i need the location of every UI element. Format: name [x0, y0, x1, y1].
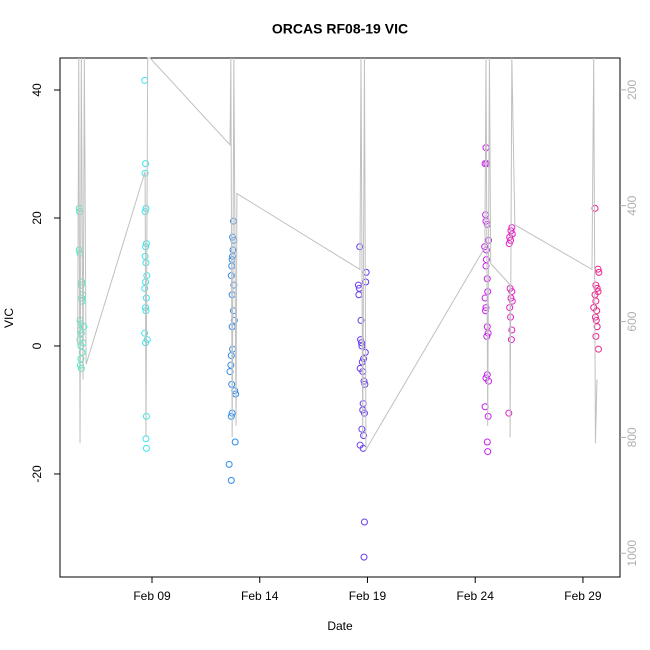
point	[592, 332, 600, 340]
point	[482, 304, 490, 312]
point	[225, 460, 233, 468]
plot-frame	[59, 57, 621, 578]
y2-tick-label: 800	[625, 427, 639, 447]
point	[594, 345, 602, 353]
point	[355, 291, 363, 299]
point	[142, 444, 150, 452]
x-axis-label: Date	[327, 619, 353, 633]
point	[78, 294, 86, 302]
point	[227, 412, 235, 420]
x-tick-label: Feb 14	[241, 589, 279, 603]
point	[593, 284, 601, 292]
point	[231, 438, 239, 446]
y-tick-label: 0	[30, 342, 44, 349]
y2-tick-label: 400	[625, 195, 639, 215]
point	[227, 352, 235, 360]
point	[76, 249, 84, 257]
point	[357, 339, 365, 347]
point	[484, 288, 492, 296]
point	[78, 278, 86, 286]
point	[357, 316, 365, 324]
point	[142, 259, 150, 267]
point	[77, 364, 85, 372]
point	[358, 425, 366, 433]
point	[360, 377, 368, 385]
point	[141, 329, 149, 337]
x-tick-label: Feb 09	[133, 589, 171, 603]
y-tick-label: -20	[30, 465, 44, 483]
pressure-line	[77, 57, 598, 452]
point	[141, 76, 149, 84]
point	[360, 409, 368, 417]
point	[226, 368, 234, 376]
point	[593, 323, 601, 331]
point	[360, 518, 368, 526]
point	[508, 326, 516, 334]
point	[227, 361, 235, 369]
x-tick-label: Feb 29	[564, 589, 602, 603]
x-tick-label: Feb 24	[457, 589, 495, 603]
point	[508, 297, 516, 305]
point	[592, 297, 600, 305]
point	[77, 342, 85, 350]
point	[507, 336, 515, 344]
point	[595, 268, 603, 276]
y2-tick-label: 600	[625, 311, 639, 331]
y2-tick-label: 200	[625, 80, 639, 100]
y2-tick-label: 1000	[625, 540, 639, 567]
chart-title: ORCAS RF08-19 VIC	[272, 21, 408, 37]
point	[360, 553, 368, 561]
point	[484, 448, 492, 456]
y-tick-label: 40	[30, 83, 44, 97]
point	[362, 268, 370, 276]
point	[142, 204, 150, 212]
point	[361, 380, 369, 388]
point	[354, 281, 362, 289]
point	[142, 160, 150, 168]
point	[483, 438, 491, 446]
point	[505, 240, 513, 248]
x-tick-label: Feb 19	[349, 589, 387, 603]
point	[591, 313, 599, 321]
point	[227, 476, 235, 484]
point	[505, 409, 513, 417]
point	[78, 348, 86, 356]
point	[485, 377, 493, 385]
point	[592, 281, 600, 289]
point	[593, 307, 601, 315]
point	[508, 288, 516, 296]
point	[482, 262, 490, 270]
point	[141, 284, 149, 292]
y-tick-label: 20	[30, 211, 44, 225]
point	[592, 316, 600, 324]
y-axis-label: VIC	[2, 308, 16, 328]
point	[77, 329, 85, 337]
point	[360, 432, 368, 440]
